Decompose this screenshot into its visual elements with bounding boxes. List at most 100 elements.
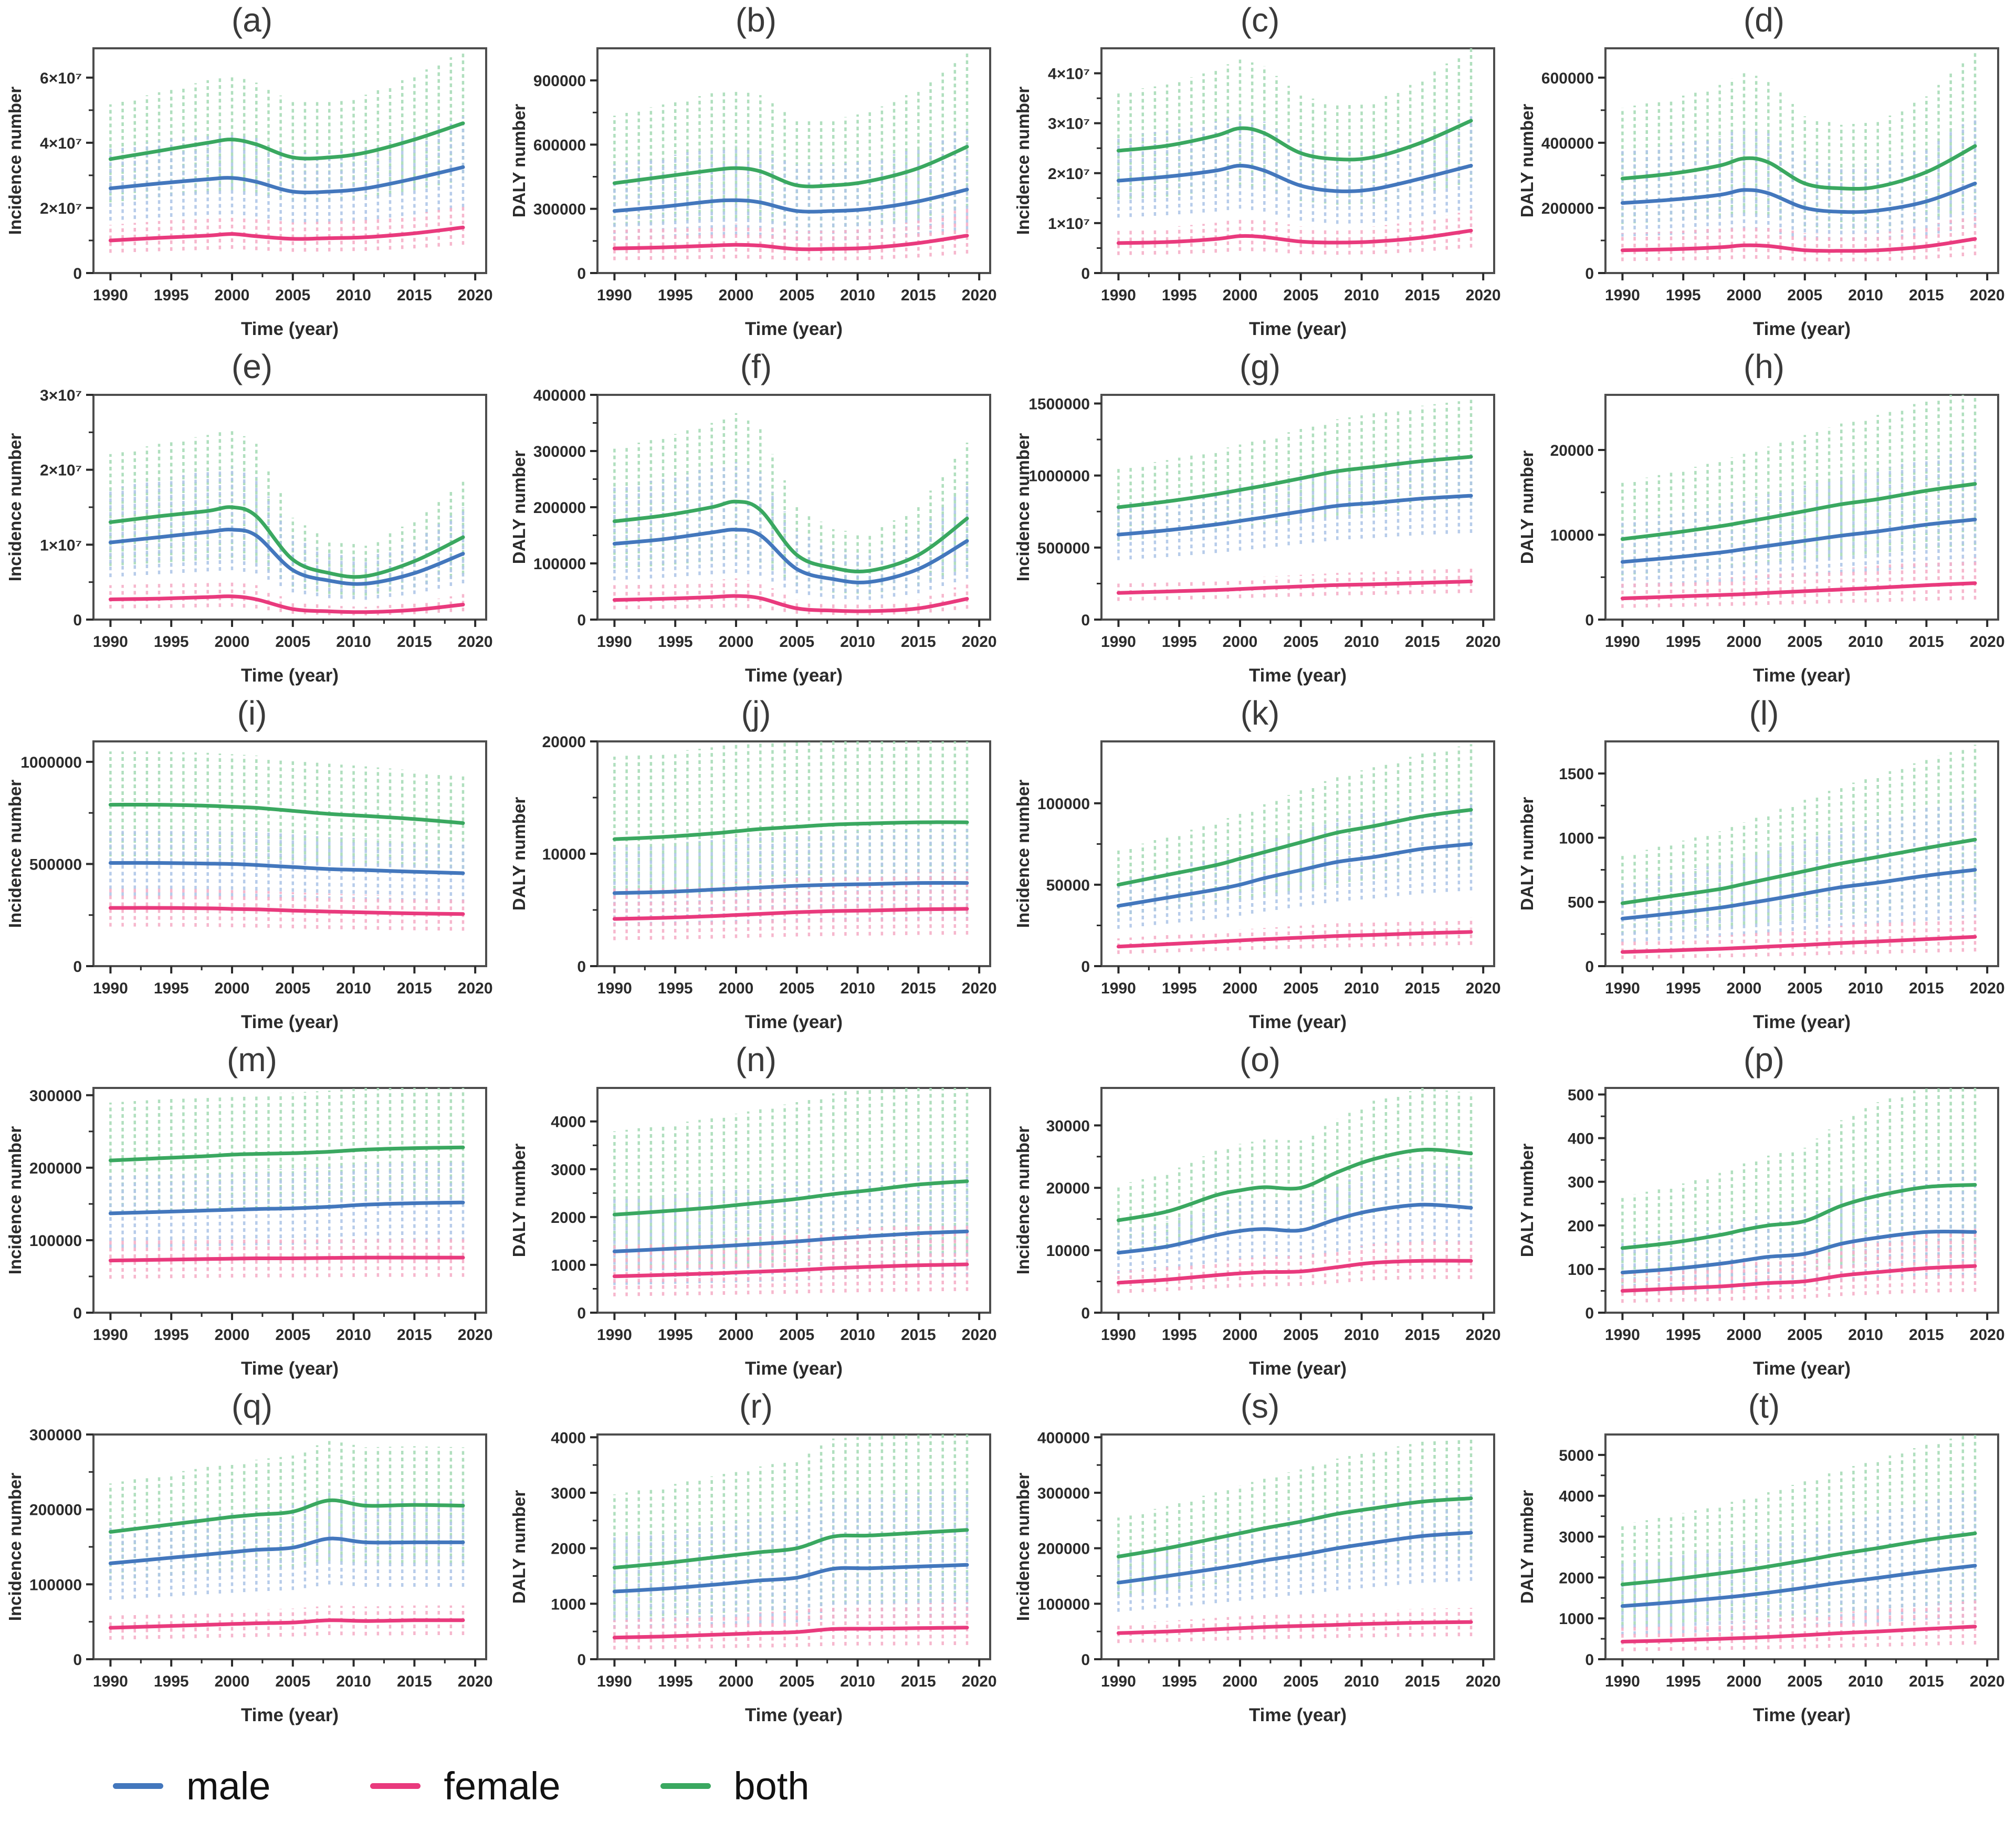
- x-tick-label: 2010: [840, 980, 875, 997]
- x-tick-label: 2015: [1405, 1326, 1440, 1344]
- female-line: [108, 594, 465, 614]
- male-line: [612, 1563, 969, 1594]
- y-tick-label: 1000000: [1028, 468, 1090, 485]
- x-tick-label: 2000: [1727, 1326, 1762, 1344]
- line-chart: 0 300000 600000 900000 1990 1995 2000 2005 2010 2…: [509, 47, 997, 339]
- male-line: [612, 881, 969, 895]
- y-tick-label: 1×10⁷: [40, 537, 82, 554]
- both-line: [1116, 119, 1473, 162]
- x-tick-label: 2005: [275, 287, 310, 304]
- both-line: [108, 121, 465, 161]
- male-line: [108, 861, 465, 875]
- y-axis-label: DALY number: [1517, 451, 1537, 564]
- female-line: [1116, 228, 1473, 245]
- x-tick-label: 1990: [93, 980, 128, 997]
- male-line: [1116, 842, 1473, 908]
- both-line: [1620, 1531, 1977, 1587]
- x-tick-label: 2005: [1283, 1673, 1318, 1690]
- x-tick-label: 1995: [1162, 287, 1197, 304]
- x-tick-label: 2015: [901, 1326, 936, 1344]
- panel-letter: (l): [1749, 694, 1779, 732]
- line-chart: 0 50000 100000 1990 1995 2000 2005 2010 2015 2020…: [1013, 740, 1501, 1032]
- panel-letter: (c): [1240, 1, 1280, 39]
- x-tick-label: 2010: [336, 980, 371, 997]
- male-line: [108, 1536, 465, 1565]
- y-tick-label: 4×10⁷: [1048, 66, 1090, 83]
- y-tick-label: 0: [1585, 958, 1594, 976]
- y-tick-label: 400000: [1541, 135, 1594, 152]
- y-tick-label: 100000: [29, 1232, 82, 1250]
- x-tick-label: 2005: [1787, 1673, 1822, 1690]
- line-chart: 0 10000 20000 1990 1995 2000 2005 2010 2015 2020 D…: [1517, 394, 2005, 686]
- x-tick-label: 2000: [1223, 633, 1258, 651]
- male-line: [612, 1229, 969, 1253]
- x-axis-label: Time (year): [1753, 319, 1851, 339]
- chart-panel-f: (f) 0 100000 200000 300000 400000 1990 1995 2000…: [504, 347, 1008, 693]
- x-tick-label: 1990: [1605, 287, 1640, 304]
- chart-panel-q: (q) 0 100000 200000 300000 1990 1995 2000 2005 20…: [0, 1386, 504, 1733]
- x-tick-label: 1990: [1605, 1673, 1640, 1690]
- x-tick-label: 1995: [658, 287, 693, 304]
- panel-letter: (a): [231, 1, 273, 39]
- male-line: [612, 528, 969, 584]
- y-tick-label: 1×10⁷: [1048, 215, 1090, 233]
- chart-panel-i: (i) 0 500000 1000000 1990 1995 2000 2005 2010 201…: [0, 693, 504, 1040]
- female-line: [612, 1262, 969, 1279]
- chart-grid: (a) 0 2×10⁷ 4×10⁷ 6×10⁷ 1990 1995 2000 2005 2010 2…: [0, 0, 2005, 1733]
- panel-letter: (k): [1240, 694, 1280, 732]
- x-tick-label: 2015: [1909, 633, 1944, 651]
- x-tick-label: 2000: [719, 633, 754, 651]
- y-tick-label: 500: [1568, 894, 1594, 912]
- male-line: [1116, 1202, 1473, 1255]
- y-axis-label: DALY number: [509, 451, 529, 564]
- chart-panel-r: (r) 0 1000 2000 3000 4000 1990 1995 2000 2005 2010…: [504, 1386, 1008, 1733]
- line-chart: 0 1000 2000 3000 4000 1990 1995 2000 2005 2010 201…: [509, 1087, 997, 1379]
- x-tick-label: 2000: [215, 1673, 250, 1690]
- y-tick-label: 3×10⁷: [1048, 116, 1090, 133]
- chart-panel-s: (s) 0 100000 200000 300000 400000 1990 1995 2000…: [1008, 1386, 1512, 1733]
- x-tick-label: 2020: [1970, 1326, 2005, 1344]
- x-tick-label: 2010: [840, 287, 875, 304]
- y-tick-label: 6×10⁷: [40, 70, 82, 87]
- x-tick-label: 2005: [275, 1326, 310, 1344]
- y-tick-label: 0: [577, 1305, 586, 1322]
- y-tick-label: 500000: [29, 856, 82, 873]
- y-axis-label: Incidence number: [1013, 1473, 1033, 1621]
- x-tick-label: 2015: [1405, 1673, 1440, 1690]
- both-line: [1620, 1183, 1977, 1250]
- x-tick-label: 2010: [1848, 287, 1883, 304]
- x-tick-label: 2020: [458, 980, 493, 997]
- x-tick-label: 2000: [215, 1326, 250, 1344]
- y-tick-label: 20000: [1046, 1180, 1090, 1197]
- legend-item-female: female: [370, 1764, 561, 1808]
- y-tick-label: 0: [73, 265, 82, 282]
- line-chart: 0 1000 2000 3000 4000 5000 1990 1995 2000 2005 201…: [1517, 1433, 2005, 1725]
- x-tick-label: 1990: [1101, 633, 1136, 651]
- panel-letter: (h): [1743, 348, 1785, 385]
- chart-panel-c: (c) 0 1×10⁷ 2×10⁷ 3×10⁷ 4×10⁷ 1990 1995 2000 2005…: [1008, 0, 1512, 347]
- x-tick-label: 2000: [215, 980, 250, 997]
- x-tick-label: 2020: [1970, 287, 2005, 304]
- male-line: [612, 187, 969, 214]
- x-tick-label: 2015: [397, 1673, 432, 1690]
- x-tick-label: 2000: [719, 287, 754, 304]
- x-tick-label: 2005: [1283, 980, 1318, 997]
- y-axis-label: DALY number: [509, 1490, 529, 1604]
- x-tick-label: 2020: [1970, 980, 2005, 997]
- y-axis-label: Incidence number: [1013, 433, 1033, 582]
- line-chart: 0 500 1000 1500 1990 1995 2000 2005 2010 2015 2020…: [1517, 740, 2005, 1032]
- line-chart: 0 100000 200000 300000 1990 1995 2000 2005 2010 2…: [5, 1087, 493, 1379]
- x-tick-label: 2020: [458, 633, 493, 651]
- x-tick-label: 2020: [962, 980, 997, 997]
- x-axis-label: Time (year): [1249, 1358, 1347, 1379]
- x-tick-label: 2015: [901, 1673, 936, 1690]
- x-axis-label: Time (year): [241, 319, 339, 339]
- x-axis-label: Time (year): [241, 1705, 339, 1725]
- x-tick-label: 2020: [458, 1673, 493, 1690]
- y-tick-label: 2000: [1559, 1569, 1594, 1587]
- y-tick-label: 200000: [1037, 1541, 1090, 1558]
- both-line: [612, 1528, 969, 1570]
- y-tick-label: 0: [1585, 1651, 1594, 1669]
- y-axis-label: DALY number: [509, 104, 529, 218]
- both-line: [612, 1179, 969, 1217]
